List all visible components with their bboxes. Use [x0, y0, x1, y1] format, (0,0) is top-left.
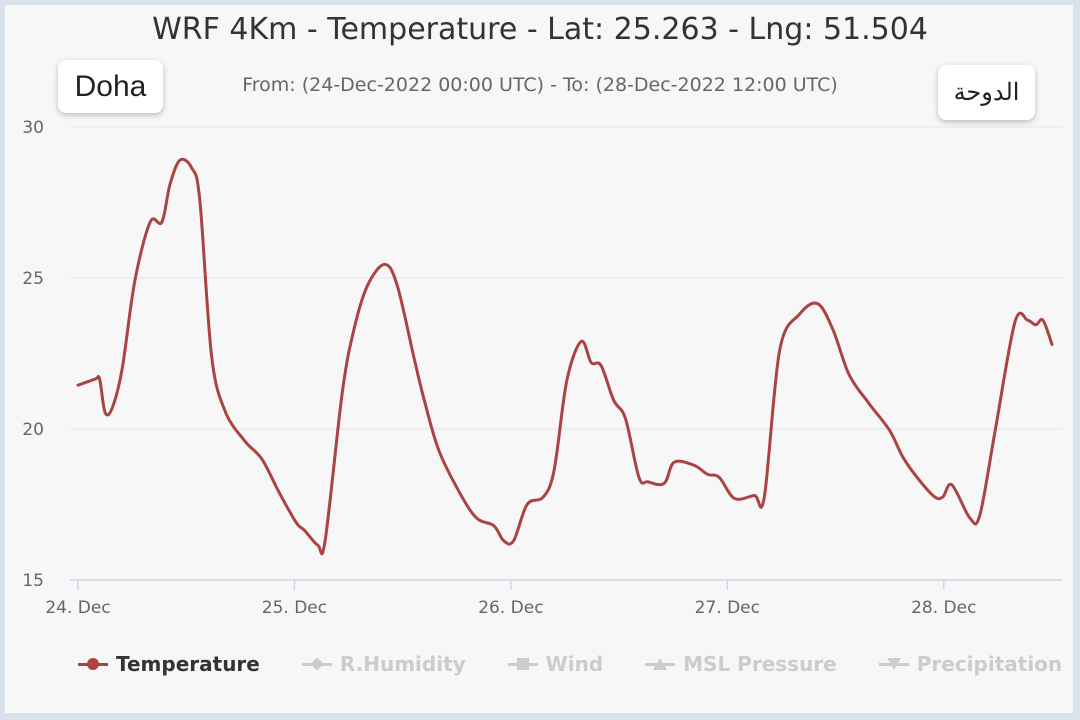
- y-tick-label: 15: [22, 571, 44, 591]
- chart-subtitle: From: (24-Dec-2022 00:00 UTC) - To: (28-…: [242, 74, 838, 96]
- square-marker-icon: [507, 654, 538, 674]
- x-tick-label: 24. Dec: [45, 598, 110, 618]
- legend-item-wind[interactable]: Wind: [507, 652, 603, 676]
- y-tick-label: 30: [22, 118, 44, 138]
- x-tick-label: 28. Dec: [911, 598, 976, 618]
- chart-container: [5, 5, 1073, 713]
- circle-marker-icon: [78, 654, 108, 674]
- city-label-arabic: الدوحة: [938, 65, 1035, 120]
- diamond-marker-icon: [301, 654, 332, 674]
- legend-item-precipitation[interactable]: Precipitation: [878, 652, 1062, 676]
- chart-title: WRF 4Km - Temperature - Lat: 25.263 - Ln…: [152, 12, 928, 47]
- legend: Temperature R.Humidity Wind MSL Pressure…: [78, 652, 1062, 676]
- legend-item-msl-pressure[interactable]: MSL Pressure: [645, 652, 837, 676]
- y-tick-label: 20: [22, 420, 44, 440]
- city-label-english: Doha: [58, 60, 163, 113]
- y-tick-label: 25: [22, 269, 44, 289]
- temperature-series-line: [76, 157, 1054, 556]
- triangle-down-marker-icon: [878, 654, 909, 674]
- triangle-marker-icon: [645, 654, 676, 674]
- x-tick-label: 26. Dec: [478, 598, 543, 618]
- x-tick-label: 25. Dec: [262, 598, 327, 618]
- x-tick-label: 27. Dec: [695, 598, 760, 618]
- legend-item-temperature[interactable]: Temperature: [78, 652, 260, 676]
- legend-item-humidity[interactable]: R.Humidity: [301, 652, 466, 676]
